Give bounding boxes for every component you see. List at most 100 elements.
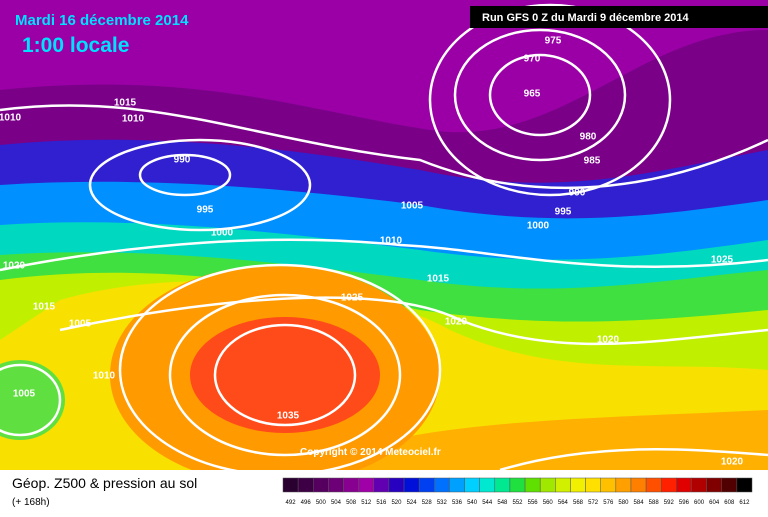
isobar-label: 1020 — [445, 317, 468, 328]
scale-label: 528 — [422, 500, 433, 506]
isobar-label: 1020 — [721, 457, 744, 468]
scale-swatch — [464, 477, 480, 493]
scale-swatch — [630, 477, 647, 493]
scale-label: 548 — [497, 500, 508, 506]
scale-swatch — [403, 477, 420, 493]
scale-swatch — [721, 477, 738, 493]
isobar — [213, 323, 357, 427]
isobar — [168, 293, 402, 457]
forecast-time: 1:00 locale — [22, 34, 129, 57]
isobar — [453, 28, 627, 162]
color-scale: 492 496 500 504 508 512 516 520 524 528 532 536 540 5… — [282, 477, 753, 506]
scale-swatch — [539, 477, 556, 493]
scale-swatch — [509, 477, 526, 493]
isobar — [0, 238, 768, 272]
scale-swatch — [373, 477, 390, 493]
scale-swatch — [585, 477, 601, 493]
isobar-label: 990 — [174, 155, 191, 166]
scale-label: 608 — [724, 500, 735, 506]
isobar-label: 1005 — [13, 389, 36, 400]
isobar-label: 1015 — [427, 274, 450, 285]
isobar-label: 1000 — [527, 221, 550, 232]
lead-time: (+ 168h) — [12, 497, 50, 508]
scale-swatch — [691, 477, 707, 493]
scale-swatch — [524, 477, 541, 493]
isobar — [59, 296, 768, 346]
isobar-label: 1025 — [711, 255, 734, 266]
scale-label: 520 — [391, 500, 402, 506]
scale-swatch — [449, 477, 465, 493]
scale-swatch — [388, 477, 405, 493]
isobar-label: 1005 — [401, 201, 424, 212]
scale-label: 544 — [482, 500, 493, 506]
isobar-label: 1005 — [69, 319, 92, 330]
forecast-date: Mardi 16 décembre 2014 — [15, 12, 189, 29]
isobar-label: 1010 — [0, 113, 22, 124]
scale-label: 600 — [694, 500, 705, 506]
scale-swatch — [297, 477, 314, 493]
isobar — [0, 363, 62, 437]
scale-swatch — [570, 477, 586, 493]
scale-label: 504 — [331, 500, 342, 506]
scale-label: 524 — [407, 500, 418, 506]
band — [0, 0, 768, 133]
isobar-label: 980 — [580, 132, 597, 143]
high-pressure-core — [190, 317, 380, 433]
scale-label: 576 — [603, 500, 614, 506]
scale-swatch — [434, 477, 450, 493]
scale-swatch — [645, 477, 662, 493]
isobar-label: 1010 — [380, 236, 403, 247]
isobar-label: 995 — [197, 205, 214, 216]
isobar — [428, 3, 672, 197]
band — [300, 410, 768, 470]
scale-label: 552 — [512, 500, 523, 506]
scale-label: 568 — [573, 500, 584, 506]
scale-swatch — [479, 477, 496, 493]
scale-label: 564 — [558, 500, 569, 506]
scale-label: 492 — [286, 500, 297, 506]
isobar-label: 1015 — [114, 98, 137, 109]
scale-label: 500 — [316, 500, 327, 506]
isobar-label: 1025 — [341, 293, 364, 304]
scale-label: 532 — [437, 500, 448, 506]
scale-swatch — [615, 477, 632, 493]
scale-swatch — [660, 477, 677, 493]
scale-swatch — [313, 477, 329, 493]
isobar-label: 1000 — [211, 228, 234, 239]
isobar-labels: 1015 1010 1010 990 995 1000 975 970 965 980 985 990… — [0, 36, 744, 468]
scale-label: 604 — [709, 500, 720, 506]
isobar-label: 975 — [545, 36, 562, 47]
scale-label: 508 — [346, 500, 357, 506]
copyright: Copyright © 2014 Meteociel.fr — [300, 447, 441, 458]
isobar-label: 965 — [524, 89, 541, 100]
isobar-label: 985 — [584, 156, 601, 167]
scale-label: 556 — [528, 500, 539, 506]
scale-label: 512 — [361, 500, 372, 506]
isobar-label: 1010 — [122, 114, 145, 125]
scale-swatch — [600, 477, 617, 493]
scale-swatch — [736, 477, 753, 493]
scale-swatch — [282, 477, 299, 493]
isobar — [0, 104, 768, 190]
scale-label: 612 — [739, 500, 750, 506]
scale-swatch — [343, 477, 359, 493]
scale-label: 580 — [618, 500, 629, 506]
scale-swatch — [358, 477, 375, 493]
run-box — [470, 6, 768, 28]
isobars — [0, 3, 768, 477]
scale-label: 496 — [301, 500, 312, 506]
isobar-label: 970 — [524, 54, 541, 65]
isobar — [138, 153, 232, 197]
scale-label: 560 — [543, 500, 554, 506]
scale-swatch — [676, 477, 692, 493]
scale-label: 596 — [679, 500, 690, 506]
isobar-label: 1020 — [3, 261, 26, 272]
isobar-label: 990 — [569, 188, 586, 199]
scale-swatch — [328, 477, 344, 493]
isobar-label: 1020 — [597, 335, 620, 346]
scale-label: 572 — [588, 500, 599, 506]
scale-swatch — [418, 477, 435, 493]
run-info: Run GFS 0 Z du Mardi 9 décembre 2014 — [482, 12, 689, 24]
isobar — [88, 138, 312, 232]
